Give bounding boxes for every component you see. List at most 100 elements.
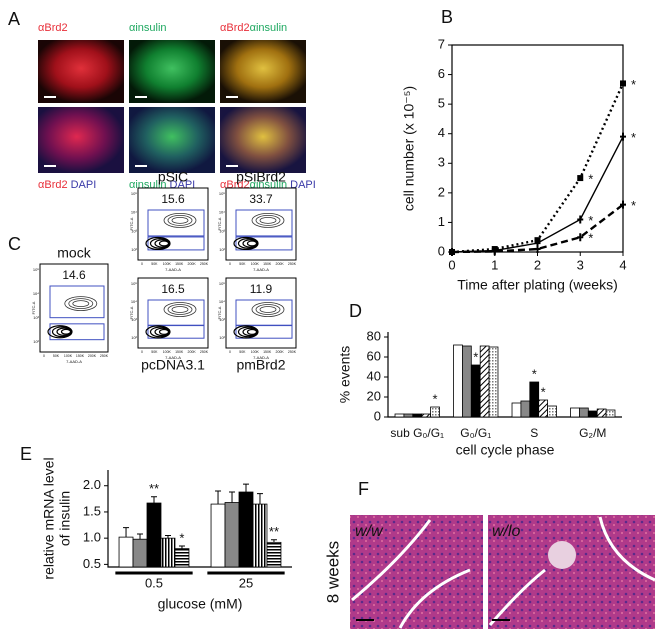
y-tick-label: 20: [367, 388, 381, 403]
marker: [577, 215, 584, 224]
x-tick-label: 50K: [239, 262, 246, 266]
panel-label: E: [20, 444, 32, 464]
y-tick-label: 10⁴: [33, 291, 39, 296]
y-tick-label: 10³: [131, 317, 137, 322]
stain-label: αBrd2 DAPI: [38, 179, 96, 191]
image-label: w/w: [355, 523, 384, 540]
x-axis-title: Time after plating (weeks): [457, 277, 618, 293]
plot-label: pcDNA3.1: [141, 357, 205, 373]
error-bar: [178, 545, 185, 549]
bar: [579, 407, 589, 418]
x-tick-label: 50K: [151, 262, 158, 266]
axis-line: [387, 332, 622, 418]
y-tick-label: 2.0: [83, 477, 101, 492]
bar: [252, 503, 268, 568]
contour: [72, 300, 90, 308]
error-bar: [137, 533, 144, 540]
y-tick-label: 10²: [131, 335, 137, 340]
contour: [171, 216, 189, 224]
y-tick-label: 10⁵: [131, 191, 137, 196]
gate: [49, 285, 105, 319]
marker: [491, 247, 498, 256]
y-tick-label: 10³: [131, 228, 137, 233]
bar: [266, 541, 282, 568]
x-tick-label: 200K: [188, 262, 197, 266]
y-tick-label: 80: [367, 328, 381, 343]
contour: [255, 304, 281, 315]
x-tick-label: 4: [619, 257, 626, 272]
contour: [251, 212, 285, 228]
significance: **: [269, 524, 279, 539]
stain-label-part: αinsulin: [129, 22, 167, 34]
contour: [171, 306, 189, 313]
axis-title: FITC-A: [217, 217, 222, 230]
bar: [520, 400, 531, 418]
contour: [167, 304, 193, 315]
axis-title: FITC-A: [129, 306, 134, 319]
axis-title: 7-AAD-A: [165, 267, 181, 272]
x-tick-label: 25: [239, 575, 253, 590]
contour: [64, 296, 98, 312]
gate-percent: 14.6: [62, 268, 86, 282]
y-tick-label: 1.0: [83, 530, 101, 545]
x-tick-label: 200K: [276, 350, 285, 354]
bar: [570, 407, 580, 418]
bar: [238, 491, 254, 568]
y-tick-label: 10³: [219, 228, 225, 233]
bar: [146, 502, 162, 568]
bar: [132, 538, 148, 568]
bar: [394, 413, 405, 418]
contour: [60, 328, 72, 335]
x-tick-label: 150K: [76, 354, 85, 358]
x-tick-label: 3: [577, 257, 584, 272]
x-tick-label: 0: [43, 354, 45, 358]
micrograph: [38, 107, 124, 173]
bar: [174, 548, 190, 568]
y-tick-label: 2: [438, 184, 445, 199]
x-tick-label: 100K: [251, 262, 260, 266]
x-tick-label: 150K: [263, 262, 272, 266]
significance: *: [631, 130, 636, 145]
bar: [479, 345, 490, 418]
y-axis-title: % events: [337, 346, 353, 404]
gate: [147, 325, 205, 339]
axis-title: FITC-A: [31, 301, 36, 314]
contour: [251, 302, 285, 317]
x-tick-label: 0: [229, 350, 231, 354]
y-tick-label: 10⁴: [131, 210, 137, 215]
y-tick-label: 3: [438, 155, 445, 170]
error-bar: [164, 535, 171, 539]
bar: [587, 410, 598, 418]
bar: [605, 409, 616, 418]
axis-title: 7-AAD-A: [66, 359, 82, 364]
axis-title: FITC-A: [129, 217, 134, 230]
series-line: [451, 82, 625, 254]
y-tick-label: 10⁵: [219, 191, 225, 196]
marker: [620, 80, 626, 87]
y-tick-label: 60: [367, 348, 381, 363]
y-tick-label: 10⁵: [219, 281, 225, 286]
gate-percent: 33.7: [249, 192, 273, 206]
y-tick-label: 10²: [219, 335, 225, 340]
x-tick-label: 1: [491, 257, 498, 272]
bar: [511, 402, 522, 418]
contour: [246, 240, 258, 247]
significance: **: [149, 481, 159, 496]
axis-title: 7-AAD-A: [253, 355, 269, 360]
gate: [235, 209, 293, 237]
x-tick-label: G₀/G₁: [460, 426, 491, 440]
bar: [210, 503, 226, 568]
y-tick-label: 4: [438, 125, 445, 140]
y-tick-label: 40: [367, 368, 381, 383]
histology-image: [350, 515, 483, 629]
panel-label: B: [441, 7, 453, 27]
y-tick-label: 6: [438, 66, 445, 81]
stain-label-part: αBrd2: [220, 22, 250, 34]
significance: *: [588, 231, 593, 246]
marker: [577, 175, 584, 182]
stain-label-part: αBrd2: [38, 22, 68, 34]
x-tick-label: 150K: [263, 350, 272, 354]
axis-title: FITC-A: [217, 306, 222, 319]
y-axis-title: cell number (x 10⁻⁵): [401, 86, 417, 211]
